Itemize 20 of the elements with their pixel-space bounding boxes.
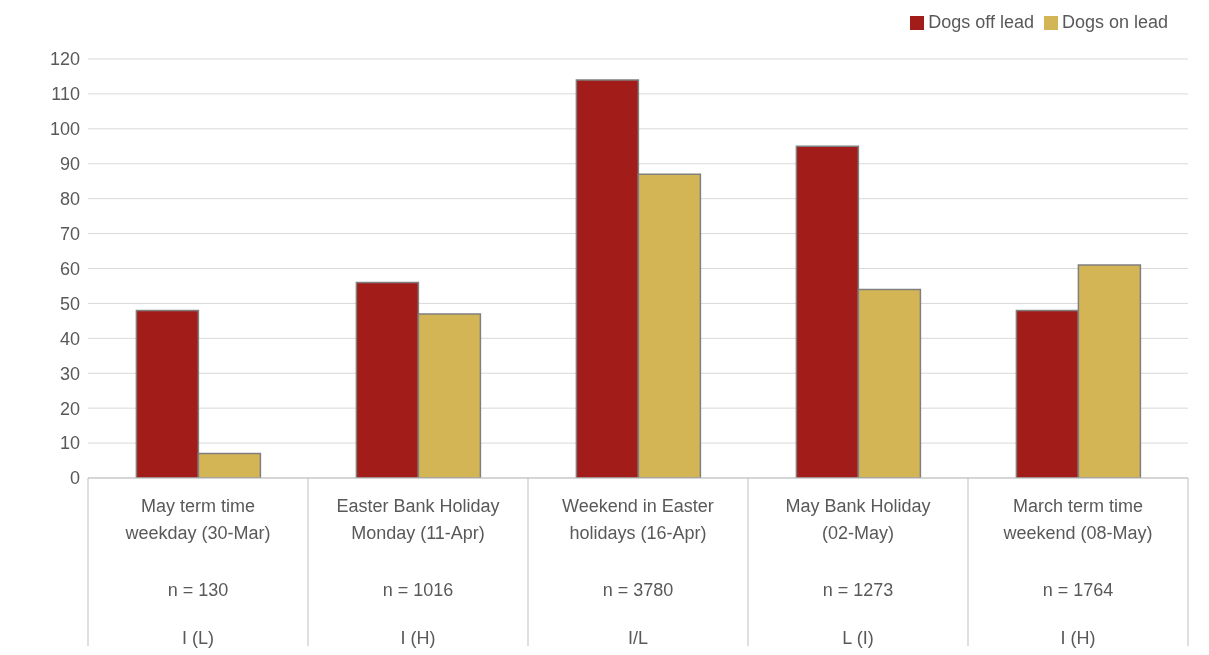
category-label: May Bank Holiday (02-May) n = 1273 L (I) xyxy=(785,496,931,648)
y-tick-label: 0 xyxy=(69,468,80,489)
category-label: March term time weekend (08-May) n = 1764 I (H) xyxy=(1003,496,1153,648)
y-tick-label: 120 xyxy=(49,49,80,70)
y-tick-label: 80 xyxy=(59,189,80,210)
y-tick-label: 60 xyxy=(59,258,80,279)
legend-label: Dogs on lead xyxy=(1061,12,1168,32)
y-tick-label: 50 xyxy=(59,293,80,314)
y-tick-label: 110 xyxy=(51,84,80,105)
y-tick-label: 90 xyxy=(59,154,80,175)
y-tick-label: 10 xyxy=(59,433,80,454)
legend-label: Dogs off lead xyxy=(928,12,1034,32)
category-label: May term time weekday (30-Mar) n = 130 I (L) xyxy=(125,496,271,648)
y-tick-label: 20 xyxy=(59,398,80,419)
category-label: Easter Bank Holiday Monday (11-Apr) n = 1016 I (H) xyxy=(336,496,500,648)
y-tick-label: 40 xyxy=(59,328,80,349)
y-tick-label: 30 xyxy=(59,363,80,384)
y-tick-label: 70 xyxy=(59,223,80,244)
category-label: Weekend in Easter holidays (16-Apr) n = 3780 I/L xyxy=(562,496,714,648)
y-tick-label: 100 xyxy=(49,119,80,140)
